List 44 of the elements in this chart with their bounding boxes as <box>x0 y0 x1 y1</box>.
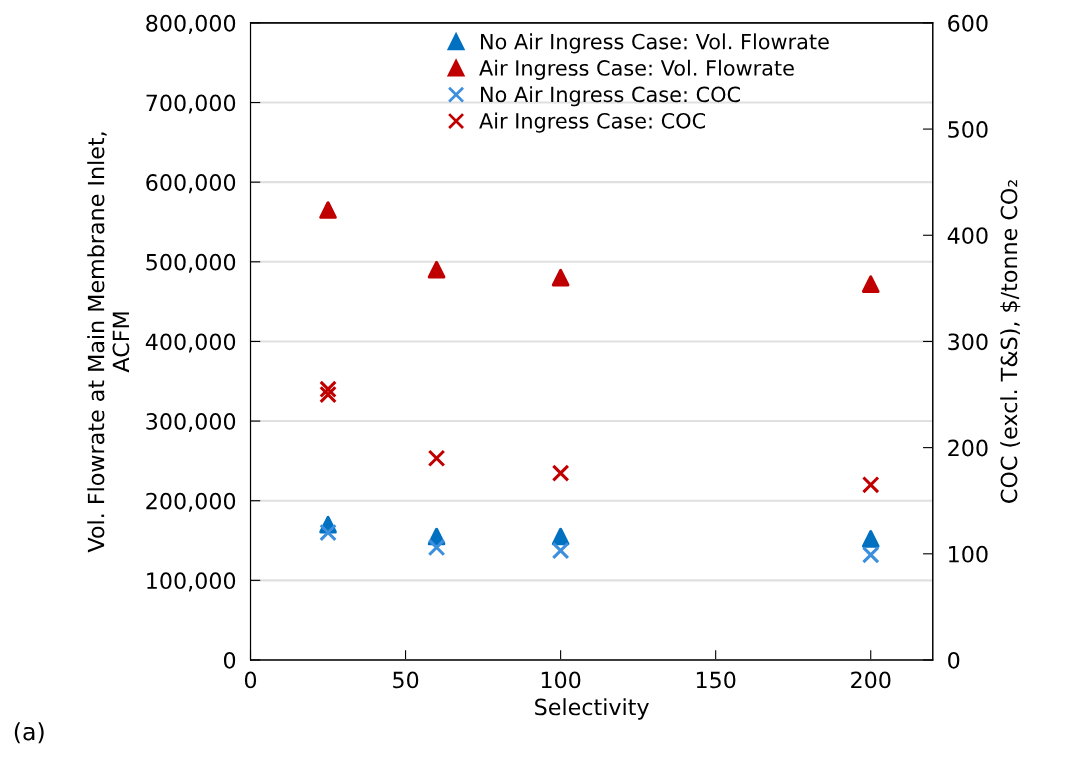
y-tick-label: 0 <box>223 651 236 669</box>
y2-tick-label: 0 <box>948 651 960 669</box>
point <box>861 275 880 293</box>
point <box>319 523 337 542</box>
legend-label: No Air Ingress Case: COC <box>481 86 740 107</box>
y2-tick-label: 500 <box>948 121 988 138</box>
x-axis-title: Selectivity <box>535 698 649 720</box>
y2-tick-label: 200 <box>948 439 988 457</box>
y-tick-label: 700,000 <box>146 94 236 114</box>
y-tick-label: 600,000 <box>146 174 236 194</box>
y2-tick-label: 600 <box>948 14 988 32</box>
y2-axis-title: COC (excl. T&S), $/tonne CO₂ <box>1000 180 1021 503</box>
x-tick-label: 0 <box>244 671 257 689</box>
point <box>551 464 570 482</box>
point <box>861 530 880 548</box>
y-tick-label: 400,000 <box>145 333 236 353</box>
y-tick-label: 100,000 <box>147 572 236 592</box>
y2-tick-label: 300 <box>948 333 988 351</box>
point <box>427 449 446 468</box>
x-tick-label: 100 <box>541 671 581 689</box>
x-tick-label: 200 <box>851 671 891 689</box>
point <box>551 541 570 560</box>
y-tick-label: 200,000 <box>146 492 236 512</box>
x-tick-label: 150 <box>696 671 736 689</box>
y-tick-label: 800,000 <box>146 14 236 34</box>
y-tick-label: 500,000 <box>146 253 236 273</box>
legend-label: No Air Ingress Case: Vol. Flowrate <box>481 33 829 54</box>
point <box>319 201 337 219</box>
y2-tick-label: 400 <box>947 227 988 245</box>
y2-tick-label: 100 <box>949 545 988 563</box>
point <box>551 527 570 546</box>
x-tick-label: 50 <box>393 671 419 689</box>
y-axis-title: Vol. Flowrate at Main Membrane Inlet, ACFM <box>87 132 130 553</box>
point <box>427 260 446 279</box>
point <box>861 546 880 564</box>
point <box>861 475 880 494</box>
legend-label: Air Ingress Case: COC <box>479 112 706 133</box>
point <box>319 385 337 404</box>
point <box>427 538 446 557</box>
point <box>551 268 570 287</box>
text: (a) <box>14 722 44 744</box>
y-tick-label: 300,000 <box>146 413 236 433</box>
legend-label: Air Ingress Case: Vol. Flowrate <box>479 59 794 80</box>
point <box>319 380 337 399</box>
